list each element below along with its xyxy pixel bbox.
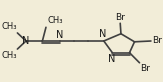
Text: Br: Br	[140, 64, 150, 73]
Text: Br: Br	[115, 13, 125, 22]
Text: N: N	[99, 29, 106, 39]
Text: CH₃: CH₃	[1, 22, 17, 31]
Text: Br: Br	[152, 36, 162, 46]
Text: CH₃: CH₃	[1, 51, 17, 60]
Text: N: N	[108, 54, 115, 64]
Text: N: N	[22, 36, 30, 46]
Text: CH₃: CH₃	[47, 16, 63, 25]
Text: N: N	[56, 30, 63, 40]
